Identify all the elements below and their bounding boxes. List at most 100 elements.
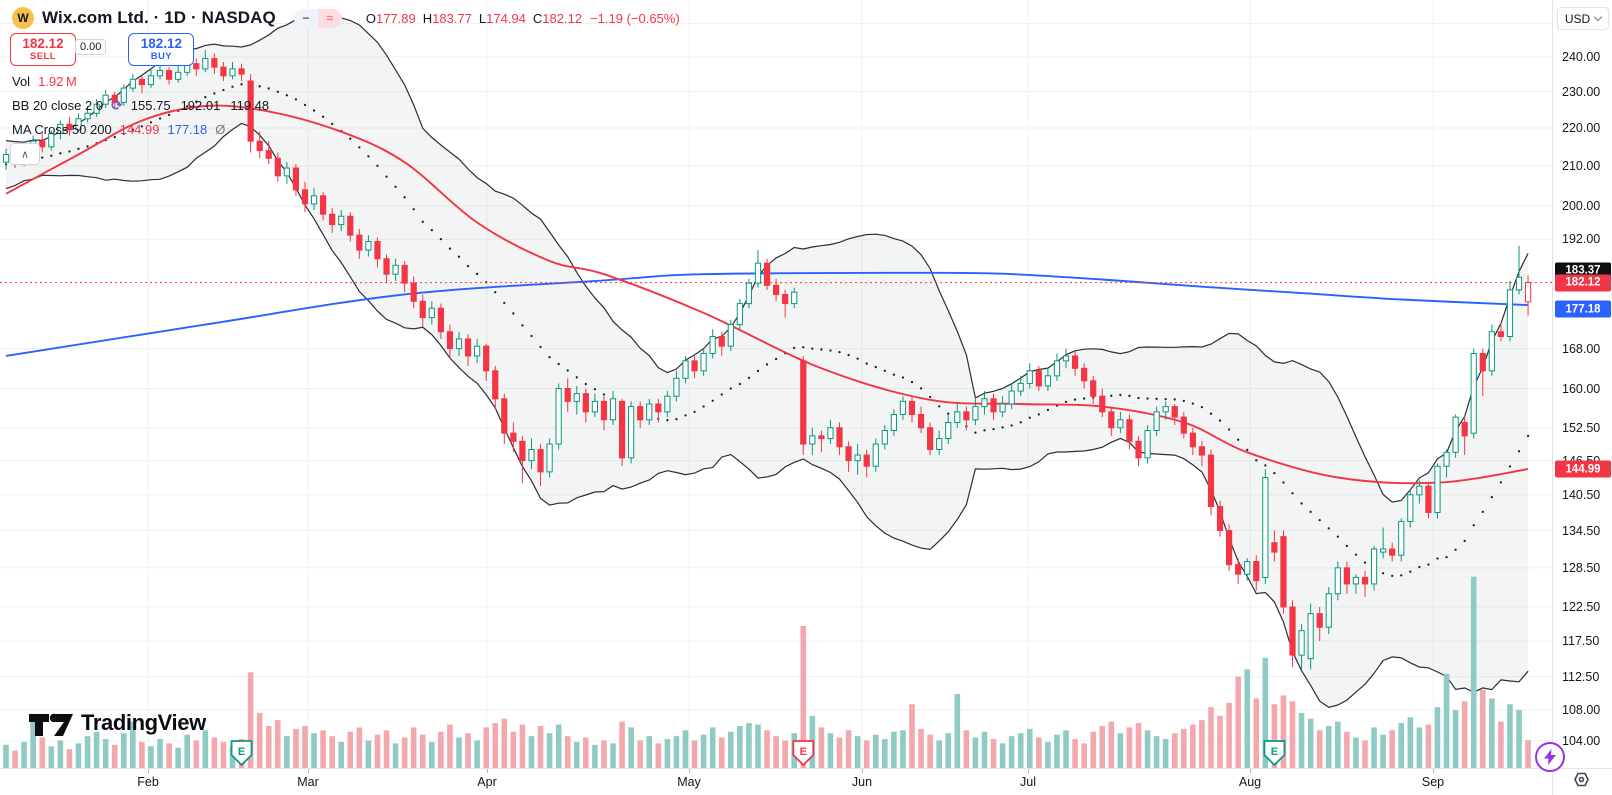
bollinger-basis-dot: [1454, 548, 1457, 551]
legend-bollinger[interactable]: BB 20 close 2 0 ⟳ 155.75 192.01 119.48: [12, 96, 270, 113]
instant-trading-icon[interactable]: [1535, 742, 1565, 772]
bollinger-basis-dot: [294, 98, 298, 101]
time-axis[interactable]: Feb Mar Apr May Jun Jul Aug Sep: [0, 768, 1552, 795]
bollinger-basis-dot: [1019, 421, 1022, 424]
bollinger-basis-dot: [222, 88, 225, 92]
bollinger-basis-dot: [1481, 510, 1484, 514]
symbol-title[interactable]: Wix.com Ltd. · 1D · NASDAQ: [42, 8, 276, 27]
earnings-icon[interactable]: E: [792, 740, 815, 766]
bollinger-basis-dot: [77, 147, 80, 151]
bollinger-basis-dot: [385, 175, 388, 178]
indicator-legend: Vol 1.92 M BB 20 close 2 0 ⟳ 155.75 192.0…: [12, 69, 269, 141]
bollinger-basis-dot: [1363, 561, 1367, 564]
bollinger-basis-dot: [1227, 428, 1231, 431]
price-tick-label: 134.50: [1562, 523, 1601, 538]
tradingview-attribution[interactable]: TradingView: [28, 708, 206, 738]
bollinger-basis-dot: [86, 145, 89, 148]
earnings-icon[interactable]: E: [1263, 740, 1286, 766]
bollinger-basis-dot: [1155, 397, 1158, 400]
bollinger-basis-dot: [303, 103, 307, 107]
price-tick-label: 104.00: [1562, 733, 1601, 748]
bollinger-basis-dot: [802, 346, 805, 349]
legend-volume[interactable]: Vol 1.92 M: [12, 73, 77, 89]
ma200-line: [5, 271, 1529, 357]
bollinger-basis-dot: [1282, 481, 1285, 484]
time-axis-month-label: Apr: [477, 775, 497, 789]
collapse-legend-button[interactable]: ∧: [10, 143, 40, 165]
bollinger-basis-dot: [158, 117, 162, 120]
bollinger-basis-dot: [883, 369, 886, 372]
bollinger-basis-dot: [693, 410, 696, 413]
volume-bars: [3, 576, 1531, 768]
bollinger-basis-dot: [1418, 565, 1421, 569]
price-tick-label: 220.00: [1562, 121, 1601, 135]
legend-ma-cross[interactable]: MA Cross 50 200 144.99 177.18 Ø: [12, 121, 226, 137]
bollinger-basis-dot: [1436, 557, 1439, 560]
change-value: −1.19 (−0.65%): [590, 10, 680, 26]
ma50-price-label: 144.99: [1555, 460, 1611, 478]
bollinger-basis-dot: [376, 164, 379, 167]
currency-selector[interactable]: USD: [1557, 7, 1609, 30]
bollinger-basis-dot: [1037, 413, 1040, 416]
bollinger-basis-dot: [1345, 544, 1349, 548]
price-tick-label: 200.00: [1562, 198, 1601, 213]
trade-panel: 182.12 SELL 0.00 182.12 BUY: [10, 33, 195, 66]
bollinger-basis-dot: [593, 388, 597, 391]
bollinger-basis-dot: [140, 125, 144, 128]
bollinger-basis-dot: [702, 405, 705, 408]
bollinger-basis-dot: [1110, 394, 1113, 397]
bollinger-basis-dot: [167, 113, 171, 117]
symbol-logo[interactable]: W: [12, 7, 34, 29]
bollinger-basis-dot: [231, 85, 234, 88]
minimize-toggle-icon[interactable]: −: [293, 8, 318, 28]
bollinger-basis-dot: [820, 348, 823, 351]
bollinger-basis-dot: [838, 350, 841, 354]
bollinger-basis-dot: [494, 291, 497, 294]
bollinger-basis-dot: [421, 220, 424, 223]
bollinger-basis-dot: [1354, 553, 1358, 556]
bollinger-basis-dot: [430, 229, 433, 232]
ohlc-pair: O177.89: [365, 10, 416, 26]
bollinger-basis-dot: [1237, 438, 1240, 441]
refresh-icon[interactable]: ⟳: [111, 96, 123, 113]
price-tick-label: 122.50: [1562, 599, 1601, 614]
price-tick-label: 168.00: [1562, 341, 1601, 356]
bollinger-basis-dot: [1327, 527, 1330, 530]
earnings-icon[interactable]: E: [230, 740, 253, 766]
bollinger-basis-dot: [1264, 464, 1267, 467]
bollinger-basis-dot: [720, 393, 723, 396]
bollinger-basis-dot: [584, 382, 587, 386]
bollinger-basis-dot: [475, 272, 479, 276]
price-tick-label: 117.50: [1562, 634, 1600, 649]
bb-value: 119.48: [230, 97, 270, 113]
ohlc-values: O177.89 H183.77 L174.94 C182.12: [366, 11, 582, 26]
approximate-price-icon[interactable]: ≈: [317, 8, 342, 28]
bollinger-basis-dot: [321, 115, 325, 118]
time-axis-month-label: Jun: [851, 775, 873, 789]
bollinger-basis-dot: [1463, 539, 1466, 543]
ma50-line: [5, 104, 1529, 485]
bollinger-basis-dot: [1191, 402, 1195, 405]
month-tick: [148, 769, 149, 773]
bollinger-basis-dot: [521, 324, 524, 327]
bollinger-basis-dot: [41, 156, 44, 159]
bollinger-basis-dot: [466, 264, 470, 268]
bollinger-basis-dot: [1001, 426, 1004, 429]
bollinger-basis-dot: [285, 94, 289, 97]
svg-text:E: E: [238, 746, 245, 758]
price-axis[interactable]: USD 250.00240.00230.00220.00210.00200.00…: [1552, 0, 1612, 768]
time-axis-month-label: Mar: [297, 775, 319, 789]
bollinger-basis-dot: [666, 419, 669, 422]
bollinger-basis-dot: [1472, 524, 1475, 527]
bollinger-basis-dot: [1499, 481, 1503, 484]
spread-value: 0.00: [75, 39, 107, 55]
axis-settings-gear-icon[interactable]: [1570, 768, 1592, 790]
bollinger-basis-dot: [947, 412, 950, 415]
price-tick-label: 230.00: [1562, 84, 1601, 99]
sell-button[interactable]: 182.12 SELL: [10, 33, 76, 66]
bollinger-basis-dot: [938, 405, 941, 408]
buy-button[interactable]: 182.12 BUY: [128, 33, 195, 66]
bollinger-basis-dot: [711, 399, 714, 402]
bollinger-basis-dot: [847, 353, 850, 357]
